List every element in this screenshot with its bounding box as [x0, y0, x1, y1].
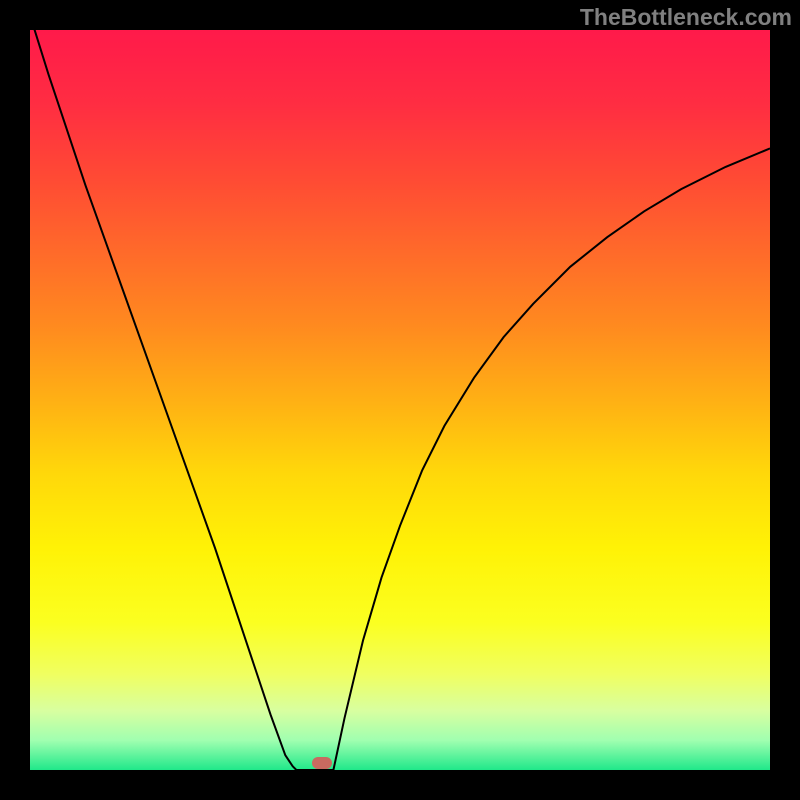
plot-area — [30, 30, 770, 770]
bottleneck-curve — [30, 30, 770, 770]
optimal-point-marker — [312, 757, 332, 769]
watermark-text: TheBottleneck.com — [580, 4, 792, 31]
